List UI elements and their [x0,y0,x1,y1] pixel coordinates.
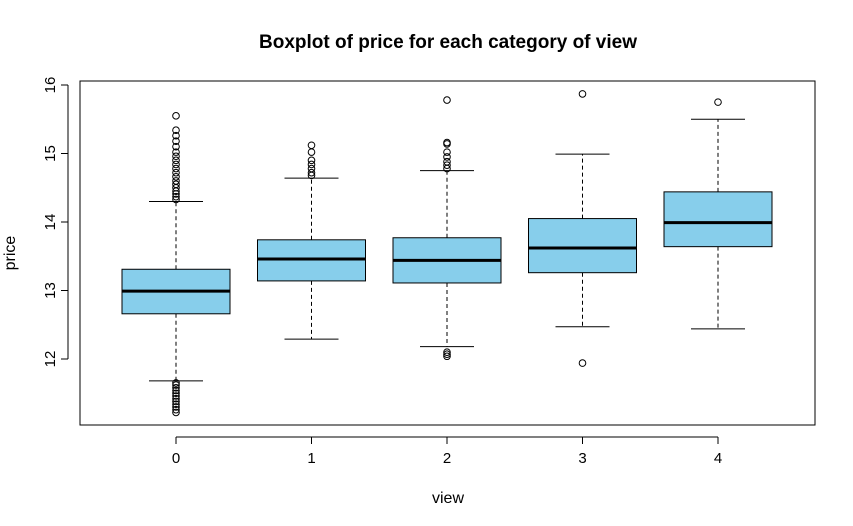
outlier-point [307,141,316,150]
x-tick-label: 0 [172,450,180,467]
outlier-point [172,131,180,140]
outlier-point [172,160,180,169]
outlier-point [307,160,316,169]
outlier-point [443,153,451,161]
chart-title: Boxplot of price for each category of vi… [259,32,637,53]
y-tick-label: 14 [42,214,59,231]
box-iqr [663,191,773,248]
outlier-point [172,389,180,398]
outlier-point [172,408,180,417]
outlier-point [172,392,180,400]
outlier-point [172,164,180,173]
outlier-point [172,394,180,403]
outlier-point [172,192,180,201]
box-iqr [528,218,637,274]
outlier-point [172,405,180,414]
outlier-point [172,152,180,161]
x-axis-label: view [432,490,464,507]
outlier-point [172,386,180,395]
outlier-point [443,96,451,104]
outlier-point [443,350,451,359]
outlier-point [172,137,180,145]
outlier-point [307,164,316,173]
outlier-point [172,142,180,151]
outlier-point [307,148,316,156]
outlier-point [172,180,180,189]
outlier-point [172,383,180,392]
outlier-point [172,403,180,411]
outlier-point [578,90,587,98]
outlier-point [172,126,180,135]
outlier-point [443,352,451,361]
y-tick-label: 13 [42,282,59,299]
outlier-point [172,168,180,177]
outlier-point [172,177,180,185]
x-tick-label: 4 [714,450,722,467]
y-tick-label: 12 [42,351,59,368]
outlier-point [443,138,451,147]
outlier-point [172,195,180,204]
outlier-point [714,98,722,106]
y-axis-label: price [2,236,19,271]
x-tick-label: 1 [307,450,315,467]
plot-frame [79,80,816,426]
y-tick-label: 16 [42,77,59,94]
outlier-point [307,156,316,165]
outlier-point [443,348,451,356]
outlier-point [172,381,180,389]
outlier-point [172,148,180,156]
outlier-point [172,397,180,406]
x-tick-label: 3 [578,450,586,467]
x-tick-label: 2 [443,450,451,467]
outlier-point [443,161,451,169]
outlier-point [443,157,451,166]
outlier-point [578,359,587,367]
outlier-point [172,112,180,120]
outlier-point [307,168,316,177]
outlier-point [443,148,451,156]
outlier-point [172,156,180,165]
outlier-point [172,379,180,387]
outlier-point [172,172,180,181]
y-tick-label: 15 [42,145,59,162]
outlier-point [172,400,180,409]
